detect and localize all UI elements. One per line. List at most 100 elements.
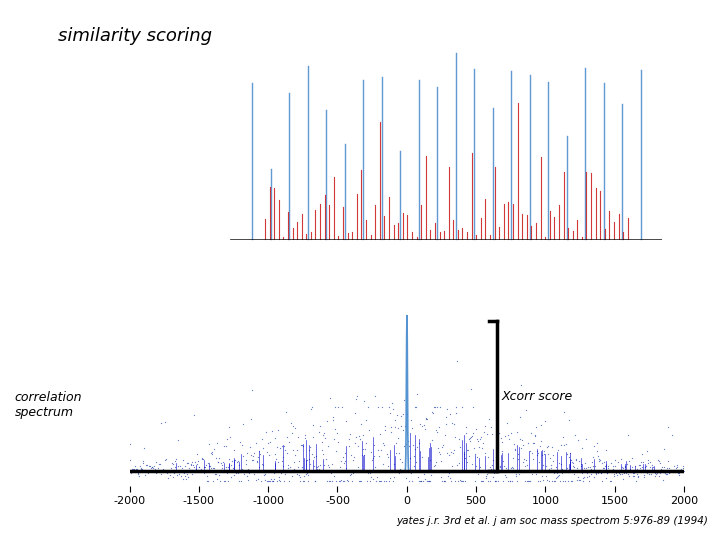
Point [419,474,431,483]
Point [410,403,422,411]
Point [497,457,508,465]
Point [177,456,189,465]
Point [576,443,588,452]
Point [183,459,194,468]
Point [374,429,386,438]
Point [415,476,426,485]
Point [137,464,148,473]
Point [359,444,371,453]
Point [478,438,490,447]
Point [347,469,359,477]
Point [307,433,318,442]
Point [151,468,163,477]
Point [306,403,318,412]
Point [607,462,618,471]
Point [163,471,175,480]
Point [588,472,600,481]
Point [218,442,230,450]
Point [389,416,400,424]
Point [662,456,673,465]
Point [417,453,428,462]
Point [179,472,191,481]
Point [325,394,336,402]
Point [557,476,569,485]
Point [655,465,667,474]
Point [387,404,399,413]
Text: Xcorr score: Xcorr score [501,390,572,403]
Point [345,469,356,478]
Point [676,468,688,476]
Point [170,465,181,474]
Point [662,470,673,478]
Point [361,476,373,485]
Point [400,440,412,449]
Point [596,459,608,468]
Point [460,429,472,438]
Point [292,446,303,454]
Point [142,461,153,469]
Point [178,469,189,477]
Point [147,464,158,472]
Point [337,476,348,485]
Point [612,457,624,466]
Point [338,453,349,461]
Point [243,468,255,477]
Point [171,467,183,475]
Point [413,476,425,485]
Point [248,469,260,478]
Point [256,435,267,443]
Point [188,466,199,475]
Point [238,470,250,478]
Point [601,468,613,477]
Point [202,471,213,480]
Point [242,465,253,474]
Point [431,458,442,467]
Point [367,454,379,463]
Point [140,467,152,476]
Point [258,468,269,476]
Point [264,476,276,485]
Point [384,409,396,417]
Point [465,384,477,393]
Point [592,469,603,477]
Point [661,463,672,472]
Point [168,469,180,478]
Point [131,466,143,475]
Point [143,462,155,471]
Point [365,448,377,456]
Point [374,452,385,461]
Point [155,419,166,428]
Point [400,474,412,482]
Point [555,460,567,469]
Point [176,466,187,475]
Point [360,416,372,424]
Point [254,449,266,458]
Point [124,440,135,448]
Point [459,476,471,485]
Point [377,403,388,411]
Point [636,462,647,471]
Point [129,466,140,475]
Text: yates j.r. 3rd et al. j am soc mass spectrom 5:976-89 (1994): yates j.r. 3rd et al. j am soc mass spec… [396,516,708,526]
Point [492,427,503,436]
Point [503,430,514,439]
Point [521,406,532,415]
Point [659,468,670,477]
Point [609,456,621,464]
Point [444,468,455,477]
Point [295,441,307,449]
Point [659,444,670,453]
Point [566,476,577,485]
Point [196,454,207,462]
Point [660,469,671,477]
Point [173,462,184,470]
Point [253,462,265,471]
Point [628,471,639,480]
Point [181,459,192,468]
Point [211,474,222,483]
Point [630,476,642,485]
Point [305,460,316,468]
Point [657,476,668,484]
Point [485,463,496,471]
Point [140,460,151,469]
